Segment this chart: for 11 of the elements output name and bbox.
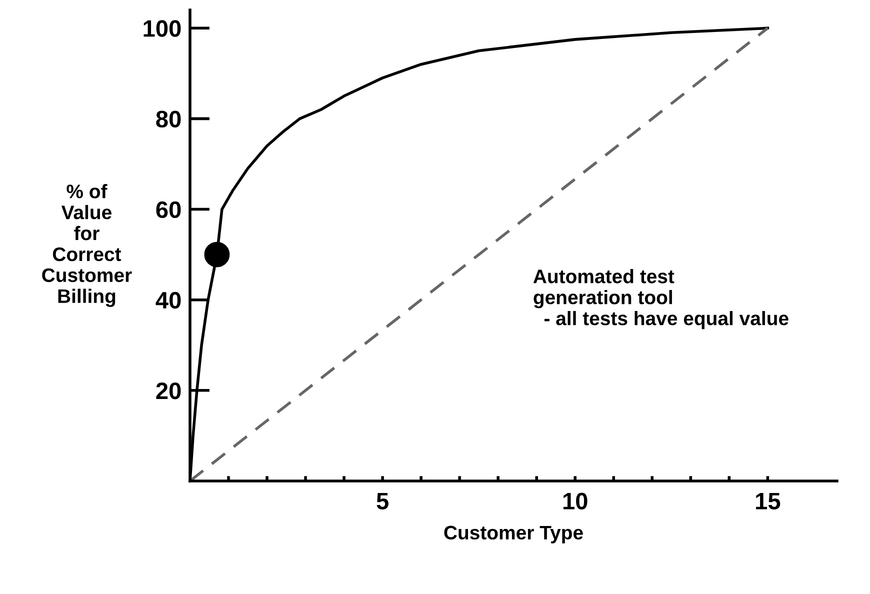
x-tick-label: 5	[376, 492, 388, 510]
x-axis-title: Customer Type	[444, 526, 583, 544]
y-tick-label: 80	[156, 110, 181, 128]
y-tick-label: 20	[156, 382, 181, 400]
y-tick-label: 40	[156, 292, 181, 309]
y-tick-label: 100	[144, 20, 181, 37]
x-tick-label: 10	[563, 492, 588, 510]
x-tick-label: 15	[756, 492, 780, 510]
y-tick-label: 60	[156, 201, 181, 218]
y-axis-title: % of Value for Correct Customer Billing	[42, 184, 132, 307]
annotation: Automated test generation tool - all tests have equal value	[533, 269, 788, 330]
